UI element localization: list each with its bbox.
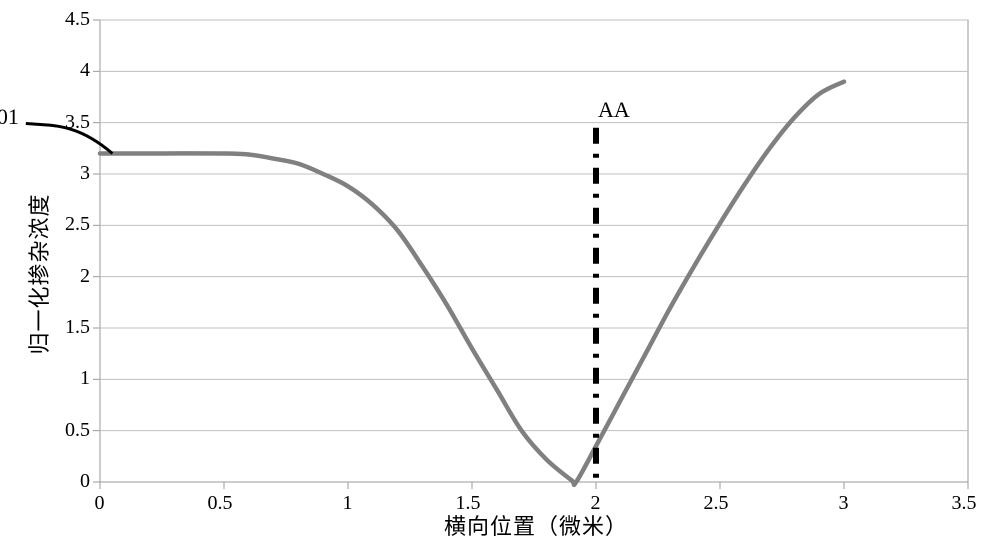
x-tick: 2.5 — [704, 492, 729, 515]
y-tick: 1 — [80, 367, 90, 390]
doping-profile-chart — [0, 0, 1000, 547]
x-tick: 3.5 — [952, 492, 977, 515]
reference-line-label: AA — [598, 97, 630, 123]
y-tick: 0.5 — [65, 419, 90, 442]
y-tick: 4 — [80, 59, 90, 82]
x-tick: 1.5 — [456, 492, 481, 515]
callout-label: 201 — [0, 104, 19, 130]
y-tick: 2.5 — [65, 213, 90, 236]
y-tick: 2 — [80, 265, 90, 288]
y-tick: 1.5 — [65, 316, 90, 339]
y-axis-label: 归一化掺杂浓度 — [22, 193, 54, 354]
x-tick: 2 — [591, 492, 601, 515]
y-tick: 4.5 — [65, 8, 90, 31]
x-tick: 0 — [95, 492, 105, 515]
y-tick: 3 — [80, 162, 90, 185]
y-tick: 3.5 — [65, 111, 90, 134]
x-tick: 1 — [343, 492, 353, 515]
x-tick: 0.5 — [208, 492, 233, 515]
x-tick: 3 — [839, 492, 849, 515]
y-tick: 0 — [80, 470, 90, 493]
